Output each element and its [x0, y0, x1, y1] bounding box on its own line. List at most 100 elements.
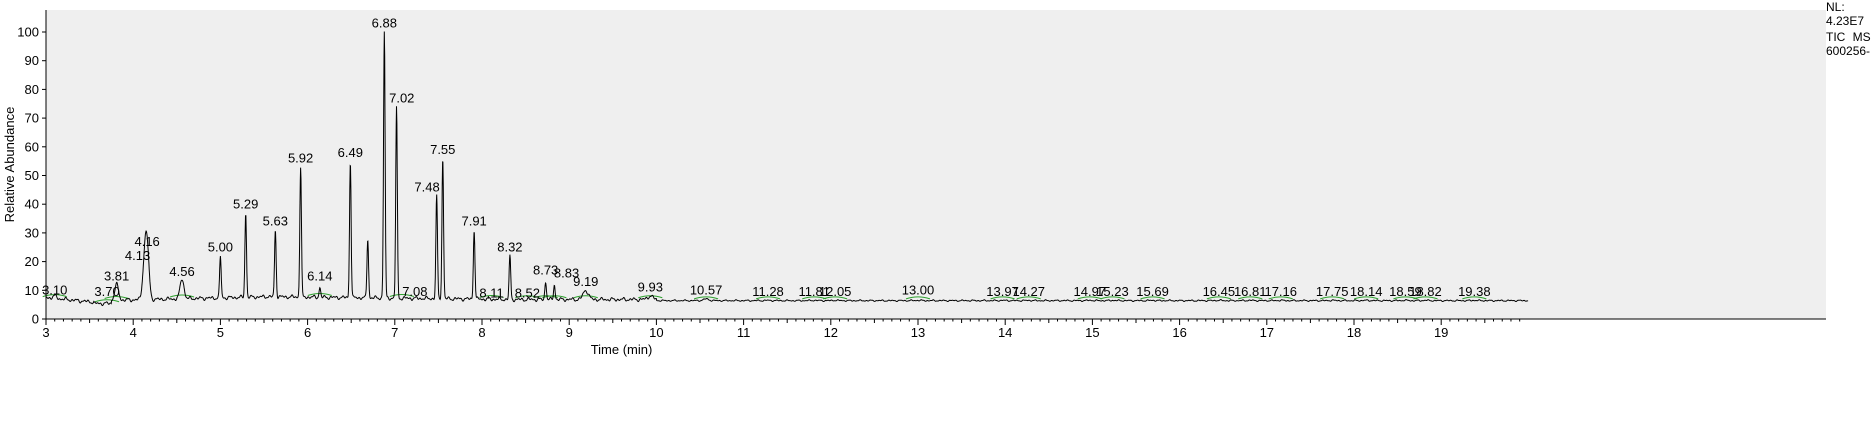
peak-label: 8.11 [479, 285, 503, 300]
peak-label: 6.88 [372, 16, 397, 31]
peak-label: 18.59 [1389, 284, 1422, 299]
x-tick-label: 17 [1260, 325, 1274, 340]
peak-label: 15.69 [1136, 284, 1169, 299]
y-tick-label: 80 [25, 82, 39, 97]
y-tick-label: 10 [25, 283, 39, 298]
x-tick-label: 7 [391, 325, 398, 340]
peak-label: 6.14 [307, 268, 332, 283]
peak-label: 17.16 [1264, 284, 1297, 299]
x-tick-label: 6 [304, 325, 311, 340]
integration-arc [1354, 296, 1379, 300]
peak-label: 4.16 [134, 234, 159, 249]
integration-arc [693, 296, 719, 300]
integration-arc [990, 296, 1015, 300]
peak-labels: 3.10 3.703.81 4.134.16 4.56 5.00 5.29 5.63 5.92… [42, 16, 1491, 301]
integration-arc [1320, 296, 1345, 300]
y-tick-label: 0 [32, 312, 39, 327]
integration-arc [1016, 296, 1041, 300]
tic-trace [46, 31, 1529, 307]
peak-label: 5.29 [233, 197, 258, 212]
peak-label: 7.08 [402, 284, 427, 299]
info-file-name: 600256- [1826, 44, 1871, 58]
y-tick-label: 50 [25, 168, 39, 183]
x-axis-title: Time (min) [591, 342, 653, 357]
peak-label: 7.48 [414, 179, 439, 194]
peak-label: 11.28 [752, 284, 784, 299]
peak-label: 3.70 [94, 284, 119, 299]
integration-arc [573, 295, 598, 299]
peak-label: 18.14 [1350, 284, 1383, 299]
peak-label: 9.19 [573, 274, 598, 289]
x-tick-label: 13 [911, 325, 925, 340]
y-axis-title: Relative Abundance [2, 107, 17, 223]
peak-label: 9.93 [638, 280, 663, 295]
peak-label: 14.97 [1074, 284, 1107, 299]
peak-label: 8.83 [554, 265, 579, 280]
peak-label: 17.75 [1316, 284, 1349, 299]
integration-arc [94, 299, 120, 303]
y-tick-label: 60 [25, 139, 39, 154]
peak-label: 4.13 [125, 248, 150, 263]
info-scan-type: TIC MS [1826, 30, 1871, 44]
x-tick-label: 18 [1347, 325, 1361, 340]
x-tick-label: 8 [478, 325, 485, 340]
axes: 0 10 20 30 40 50 60 70 80 90 100 3 4 5 6 7 8 9 10 11 12 13 14 1… [17, 10, 1826, 340]
integration-arc [755, 296, 781, 300]
y-tick-label: 40 [25, 197, 39, 212]
integration-arc [1238, 296, 1263, 300]
integration-markers [42, 293, 1487, 303]
x-tick-label: 19 [1434, 325, 1448, 340]
x-tick-label: 4 [130, 325, 137, 340]
peak-label: 7.02 [389, 90, 414, 105]
y-tick-label: 30 [25, 225, 39, 240]
integration-arc [307, 293, 332, 297]
peak-label: 6.49 [338, 145, 363, 160]
integration-arc [104, 296, 129, 299]
peak-label: 4.56 [169, 264, 194, 279]
integration-arc [823, 296, 848, 300]
peak-label: 13.00 [902, 283, 935, 298]
integration-arc [1413, 296, 1438, 300]
peak-label: 7.91 [461, 214, 486, 229]
peak-label: 14.27 [1012, 284, 1045, 299]
peak-label: 8.52 [515, 285, 540, 300]
integration-arc [479, 295, 504, 298]
peak-label: 13.97 [986, 284, 1019, 299]
integration-arc [905, 296, 931, 300]
peak-label: 19.38 [1458, 284, 1491, 299]
integration-arc [1140, 296, 1165, 300]
integration-arc [1206, 296, 1231, 300]
y-tick-label: 20 [25, 254, 39, 269]
x-tick-label: 16 [1172, 325, 1186, 340]
peak-label: 3.10 [42, 283, 67, 298]
peak-label: 8.32 [497, 240, 522, 255]
peak-label: 11.81 [798, 284, 830, 299]
peak-label: 5.00 [208, 240, 233, 255]
x-tick-label: 3 [42, 325, 49, 340]
peak-label: 7.55 [430, 142, 455, 157]
x-tick-label: 11 [737, 325, 751, 340]
info-nl: NL: [1826, 0, 1845, 14]
x-tick-label: 9 [566, 325, 573, 340]
integration-arc [638, 295, 663, 299]
peak-label: 10.57 [690, 283, 723, 298]
plot-area [46, 10, 1826, 319]
peak-label: 8.73 [533, 263, 558, 278]
integration-arc [1100, 296, 1125, 300]
x-tick-label: 15 [1085, 325, 1099, 340]
y-tick-label: 70 [25, 111, 39, 126]
info-nl-value: 4.23E7 [1826, 14, 1865, 28]
peak-label: 12.05 [819, 284, 852, 299]
peak-label: 5.63 [263, 214, 288, 229]
peak-label: 3.81 [104, 268, 129, 283]
y-tick-label: 100 [17, 25, 39, 40]
peak-label: 15.23 [1096, 284, 1129, 299]
peak-label: 18.82 [1409, 284, 1442, 299]
integration-arc [389, 293, 414, 297]
peak-label: 16.81 [1234, 284, 1267, 299]
integration-arc [169, 294, 195, 298]
integration-arc [1268, 296, 1293, 300]
y-tick-label: 90 [25, 53, 39, 68]
integration-arc [1077, 296, 1102, 300]
